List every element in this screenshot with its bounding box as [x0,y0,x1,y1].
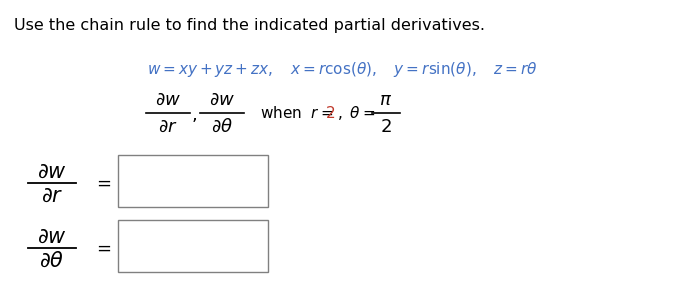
Text: $\partial w$: $\partial w$ [37,227,67,247]
Text: $\pi$: $\pi$ [380,91,393,109]
Text: $\partial w$: $\partial w$ [209,91,235,109]
Text: $=$: $=$ [93,174,111,192]
Text: $=$: $=$ [93,239,111,257]
Text: $,\ \theta =$: $,\ \theta =$ [337,104,376,122]
Text: Use the chain rule to find the indicated partial derivatives.: Use the chain rule to find the indicated… [14,18,485,33]
FancyBboxPatch shape [118,220,268,272]
Text: $,$: $,$ [191,106,197,124]
Text: $2$: $2$ [325,105,335,121]
Text: $\partial r$: $\partial r$ [41,186,63,206]
Text: $2$: $2$ [380,118,392,136]
Text: $\partial \theta$: $\partial \theta$ [40,251,64,271]
FancyBboxPatch shape [118,155,268,207]
Text: $\partial w$: $\partial w$ [37,162,67,182]
Text: when  $r =$: when $r =$ [260,105,333,121]
Text: $\partial w$: $\partial w$ [155,91,181,109]
Text: $w = xy + yz + zx,\quad x = r\cos(\theta),\quad y = r\sin(\theta),\quad z = r\th: $w = xy + yz + zx,\quad x = r\cos(\theta… [146,60,538,79]
Text: $\partial r$: $\partial r$ [158,118,178,136]
Text: $\partial \theta$: $\partial \theta$ [211,118,233,136]
